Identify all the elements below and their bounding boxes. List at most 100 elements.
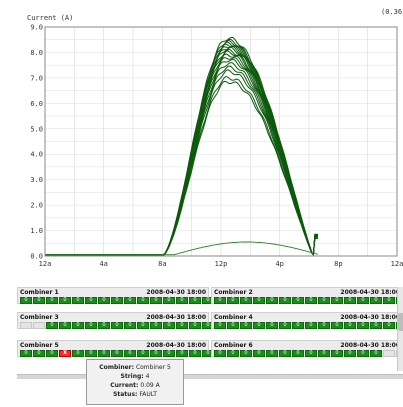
current-chart: Current (A) (0.36 0.0 1.0 2.0 3.0 4.0 5.0 6.0 7… <box>27 8 403 268</box>
string-cell[interactable]: 0 <box>189 297 201 304</box>
string-cell[interactable]: 0 <box>33 297 45 304</box>
string-cell[interactable]: 0 <box>124 350 136 357</box>
string-cell[interactable]: 0 <box>318 322 330 329</box>
string-cell[interactable]: 0 <box>150 297 162 304</box>
string-cell[interactable]: 0 <box>59 297 71 304</box>
string-cell[interactable]: 0 <box>383 322 395 329</box>
string-cell[interactable]: 0 <box>344 297 356 304</box>
string-cell[interactable]: 0 <box>279 322 291 329</box>
string-cell[interactable]: 0 <box>292 297 304 304</box>
string-cell-fault[interactable]: X <box>59 350 71 357</box>
string-cell[interactable]: 0 <box>357 322 369 329</box>
string-cell[interactable]: 0 <box>240 350 252 357</box>
string-cell[interactable]: 0 <box>357 350 369 357</box>
string-cell[interactable]: 0 <box>111 350 123 357</box>
string-cell[interactable]: 0 <box>266 297 278 304</box>
string-cell[interactable]: 0 <box>240 322 252 329</box>
string-cell[interactable]: 0 <box>124 322 136 329</box>
string-cell[interactable]: 0 <box>214 322 226 329</box>
string-cell[interactable]: 0 <box>163 350 175 357</box>
string-cell[interactable]: 0 <box>98 350 110 357</box>
string-cell[interactable]: 0 <box>111 322 123 329</box>
string-cell[interactable]: 0 <box>240 297 252 304</box>
string-cell[interactable]: 0 <box>33 350 45 357</box>
string-cell[interactable]: 0 <box>137 322 149 329</box>
string-cell[interactable]: 0 <box>189 350 201 357</box>
string-cell[interactable]: 0 <box>189 322 201 329</box>
string-cell[interactable]: 0 <box>227 297 239 304</box>
string-cell[interactable]: 0 <box>331 322 343 329</box>
string-cell[interactable]: 0 <box>370 350 382 357</box>
string-cell[interactable]: 0 <box>253 297 265 304</box>
string-cell[interactable]: 0 <box>176 297 188 304</box>
string-cell[interactable]: 0 <box>72 350 84 357</box>
string-cell[interactable]: 0 <box>266 322 278 329</box>
string-cell[interactable]: 0 <box>331 350 343 357</box>
string-cell[interactable]: 0 <box>163 322 175 329</box>
string-tooltip: Combiner: Combiner 5 String: 4 Current: … <box>86 359 184 405</box>
string-cell[interactable]: 0 <box>305 322 317 329</box>
string-cell[interactable]: 0 <box>279 297 291 304</box>
string-cell[interactable]: 0 <box>111 297 123 304</box>
string-cell[interactable]: 0 <box>72 322 84 329</box>
string-cell[interactable]: 0 <box>344 322 356 329</box>
string-cell[interactable]: 0 <box>227 350 239 357</box>
string-cell[interactable]: 0 <box>214 350 226 357</box>
string-cell[interactable]: 0 <box>253 350 265 357</box>
combiner-name: Combiner 4 <box>214 314 253 321</box>
string-cell[interactable]: 0 <box>137 350 149 357</box>
string-cell[interactable]: 0 <box>150 322 162 329</box>
string-cell[interactable]: 0 <box>85 297 97 304</box>
string-cell[interactable]: 0 <box>137 297 149 304</box>
string-cell[interactable]: 0 <box>266 350 278 357</box>
string-cell[interactable]: 0 <box>292 322 304 329</box>
string-cell[interactable]: 0 <box>85 322 97 329</box>
horizontal-scrollbar[interactable] <box>17 374 403 379</box>
string-cell[interactable]: 0 <box>20 350 32 357</box>
vertical-scrollbar[interactable] <box>397 287 403 371</box>
string-cell[interactable]: 0 <box>318 297 330 304</box>
tooltip-combiner-label: Combiner: <box>99 364 135 371</box>
string-cell[interactable]: 0 <box>59 322 71 329</box>
string-cell[interactable]: 0 <box>331 297 343 304</box>
string-cell[interactable]: 0 <box>150 350 162 357</box>
string-cell[interactable]: 0 <box>176 322 188 329</box>
string-cell[interactable]: 0 <box>72 297 84 304</box>
string-cell-empty[interactable] <box>383 350 395 357</box>
string-cell[interactable]: 0 <box>214 297 226 304</box>
string-cell[interactable]: 0 <box>46 297 58 304</box>
string-cell[interactable]: 0 <box>124 297 136 304</box>
string-cell[interactable]: 0 <box>85 350 97 357</box>
string-cell[interactable]: 0 <box>383 297 395 304</box>
string-cell[interactable]: 0 <box>98 322 110 329</box>
string-cell[interactable]: 0 <box>318 350 330 357</box>
string-cell[interactable]: 0 <box>305 350 317 357</box>
string-cell-empty[interactable] <box>20 322 32 329</box>
string-cell[interactable]: 0 <box>46 350 58 357</box>
string-cell[interactable]: 0 <box>98 297 110 304</box>
scrollbar-thumb[interactable] <box>398 313 403 331</box>
string-cell[interactable]: 0 <box>163 297 175 304</box>
string-cell-empty[interactable] <box>33 322 45 329</box>
string-cell[interactable]: 0 <box>370 297 382 304</box>
string-cell[interactable]: 0 <box>357 297 369 304</box>
string-cell[interactable]: 0 <box>279 350 291 357</box>
string-cell[interactable]: 0 <box>46 322 58 329</box>
string-cell[interactable]: 0 <box>20 297 32 304</box>
string-cell[interactable]: 0 <box>370 322 382 329</box>
y-tick-label: 4.0 <box>30 151 43 159</box>
string-cell[interactable]: 0 <box>253 322 265 329</box>
tooltip-current-value: 0.09 A <box>140 382 160 389</box>
string-cell[interactable]: 0 <box>344 350 356 357</box>
string-cell[interactable]: 0 <box>305 297 317 304</box>
y-tick-labels: 0.0 1.0 2.0 3.0 4.0 5.0 6.0 7.0 8.0 9.0 <box>30 24 43 261</box>
string-cell[interactable]: 0 <box>227 322 239 329</box>
string-cell[interactable]: 0 <box>176 350 188 357</box>
string-cell[interactable]: 0 <box>292 350 304 357</box>
